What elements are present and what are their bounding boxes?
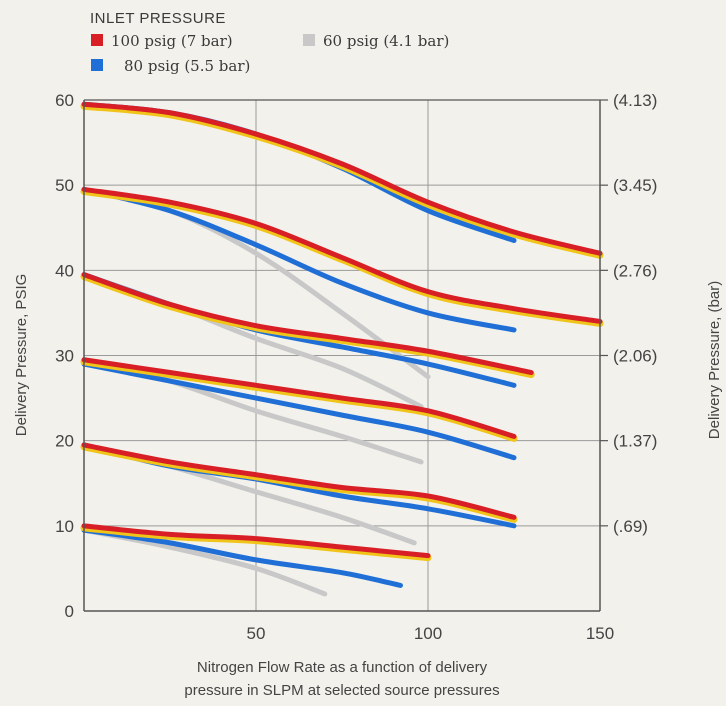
series-80-curve-1 [81,101,517,244]
tick-labels: 0 10 20 30 40 50 60 50 100 150 (4.13) (3.45) (2.76) (… [55,91,657,643]
x-tick-label-150: 150 [586,624,614,643]
series-100-curve-4-highlight [80,358,518,442]
series-80-curve-4 [81,361,517,461]
legend-swatch-60 [303,34,315,46]
y-tick-label-40: 40 [55,261,74,280]
series-100-curve-6 [81,523,431,559]
y2-axis-title: Delivery Pressure, (bar) [706,281,723,439]
x-tick-label-50: 50 [247,624,266,643]
legend-swatch-80 [91,59,103,71]
series-80-curve-6 [81,527,403,588]
y-tick-label-50: 50 [55,176,74,195]
grid [84,100,600,611]
y2-tick-label: (.69) [613,517,648,536]
legend-label-100: 100 psig (7 bar) [111,32,233,50]
legend-label-80: 80 psig (5.5 bar) [124,57,250,75]
plot-curves [80,101,604,597]
series-80-curve-2 [81,186,517,333]
y2-tick-label: (2.76) [613,261,657,280]
x-tick-label-100: 100 [414,624,442,643]
series-100-curve-5 [81,442,517,520]
series-100-curve-2 [81,186,603,324]
legend-label-60: 60 psig (4.1 bar) [323,32,449,50]
y2-tick-label: (2.06) [613,347,657,366]
series-100-curve-1 [81,101,603,256]
x-axis-caption: Nitrogen Flow Rate as a function of deli… [184,659,499,699]
y-tick-label-0: 0 [65,602,74,621]
y2-tick-label: (1.37) [613,432,657,451]
plot-frame [83,99,608,612]
y-axis-title: Delivery Pressure, PSIG [13,274,30,437]
y2-tick-label: (3.45) [613,176,657,195]
y-tick-label-60: 60 [55,91,74,110]
legend-title: INLET PRESSURE [90,10,226,27]
y2-tick-label: (4.13) [613,91,657,110]
y-tick-label-30: 30 [55,347,74,366]
series-100-curve-4 [81,357,517,439]
legend: INLET PRESSURE 100 psig (7 bar) 60 psig … [90,10,449,75]
y-tick-label-10: 10 [55,517,74,536]
legend-swatch-100 [91,34,103,46]
series-100-curve-3 [81,272,534,376]
y-tick-label-20: 20 [55,432,74,451]
